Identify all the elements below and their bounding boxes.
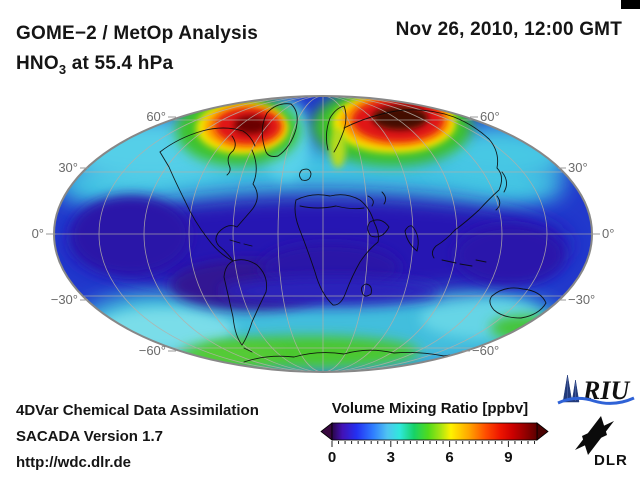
lat-label-right-m60: −60° — [472, 343, 499, 358]
colorbar-ticks — [331, 441, 536, 447]
dlr-logo: DLR — [575, 416, 628, 469]
lat-label-left-60: 60° — [146, 109, 166, 124]
map-color-field — [54, 96, 592, 372]
page-title: GOME−2 / MetOp Analysis — [16, 23, 258, 44]
cathedral-icon — [562, 374, 580, 403]
lat-label-right-30: 30° — [568, 160, 588, 175]
latitude-labels: 60° 30° 0° −30° −60° 60° 30° 0° −30° −60… — [32, 109, 615, 358]
lat-label-left-m30: −30° — [51, 292, 78, 307]
colorbar-title: Volume Mixing Ratio [ppbv] — [332, 400, 528, 417]
formula-prefix: HNO — [16, 53, 59, 74]
lat-label-right-60: 60° — [480, 109, 500, 124]
colorbar-tick-label-9: 9 — [504, 449, 512, 466]
formula-subscript: 3 — [58, 62, 67, 77]
footer-line-version: SACADA Version 1.7 — [16, 428, 163, 445]
footer-line-url: http://wdc.dlr.de — [16, 454, 131, 471]
colorbar-gradient-bar — [331, 422, 538, 441]
dlr-logo-text: DLR — [594, 452, 628, 469]
colorbar-arrow-right — [536, 422, 549, 441]
riu-wave-icon — [557, 396, 635, 405]
lat-label-left-0: 0° — [32, 226, 44, 241]
colorbar-arrow-left — [320, 422, 333, 441]
formula-suffix: at 55.4 hPa — [66, 53, 174, 74]
colorbar-tick-label-3: 3 — [387, 449, 395, 466]
colorbar: Volume Mixing Ratio [ppbv] 0 3 6 9 — [320, 400, 549, 466]
riu-logo: RIU — [557, 374, 635, 405]
footer-credits: 4DVar Chemical Data Assimilation SACADA … — [16, 398, 259, 476]
colorbar-tick-label-6: 6 — [445, 449, 453, 466]
colorbar-tick-label-0: 0 — [328, 449, 336, 466]
header-title-block: GOME−2 / MetOp Analysis HNO3 at 55.4 hPa — [16, 19, 258, 85]
species-pressure-label: HNO3 at 55.4 hPa — [16, 49, 258, 85]
timestamp-label: Nov 26, 2010, 12:00 GMT — [395, 19, 622, 40]
lat-label-left-m60: −60° — [139, 343, 166, 358]
footer-line-assimilation: 4DVar Chemical Data Assimilation — [16, 402, 259, 419]
lat-label-right-m30: −30° — [568, 292, 595, 307]
corner-black-box — [621, 0, 640, 9]
dlr-logo-mark-icon — [575, 416, 614, 455]
lat-label-right-0: 0° — [602, 226, 614, 241]
lat-label-left-30: 30° — [58, 160, 78, 175]
